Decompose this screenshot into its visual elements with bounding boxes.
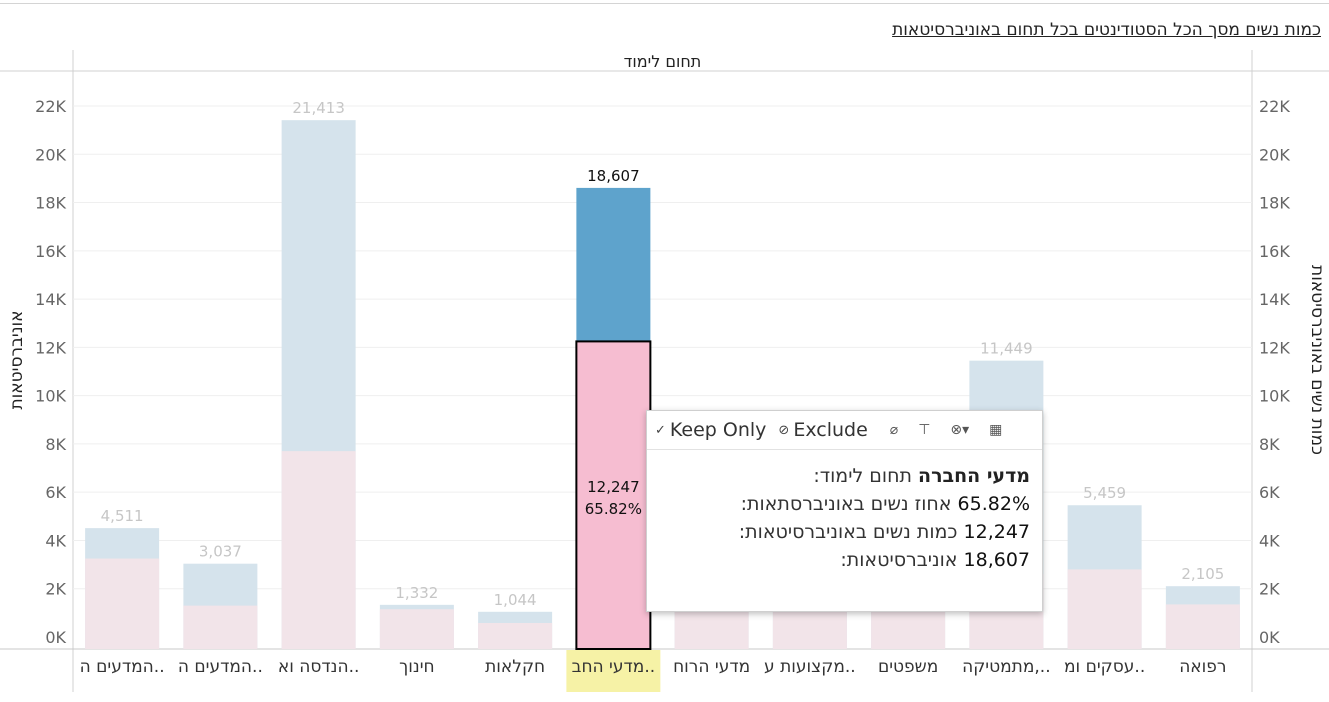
x-tick-label[interactable]: משפטים	[878, 657, 938, 677]
keep-only-label: Keep Only	[669, 419, 767, 441]
data-label-total: 1,332	[395, 584, 438, 602]
y-tick-left: 20K	[35, 145, 66, 164]
y-axis-title-left[interactable]: אוניברסיטאות	[7, 310, 27, 409]
tooltip-women-label: כמות נשים באוניברסיטאות:	[738, 521, 958, 543]
keep-only-button[interactable]: ✓ Keep Only	[655, 419, 766, 441]
exclude-button[interactable]: ⊘ Exclude	[778, 419, 867, 441]
y-tick-left: 16K	[35, 242, 66, 261]
data-label-total: 3,037	[199, 543, 242, 561]
y-tick-left: 6K	[45, 483, 66, 502]
data-label-women: 12,247	[587, 478, 640, 496]
y-tick-right: 16K	[1259, 242, 1290, 261]
top-divider	[0, 3, 1329, 4]
x-tick-label[interactable]: מקצועות ע..	[764, 657, 856, 677]
check-icon: ✓	[655, 422, 666, 438]
x-tick-label[interactable]: הנדסה וא..	[278, 657, 360, 677]
tooltip-women-value: 12,247	[963, 521, 1030, 543]
tooltip-toolbar: ✓ Keep Only ⊘ Exclude ⌀ ⊤ ⊗▾ ▦	[647, 411, 1042, 450]
y-tick-left: 0K	[45, 628, 66, 647]
bar-women[interactable]	[1165, 604, 1240, 649]
tooltip-row-field: מדעי החברה תחום לימוד:	[647, 462, 1030, 490]
y-tick-left: 8K	[45, 435, 66, 454]
bar-women[interactable]	[1067, 569, 1142, 649]
y-tick-right: 6K	[1259, 483, 1280, 502]
y-tick-right: 20K	[1259, 145, 1290, 164]
tooltip-body: מדעי החברה תחום לימוד: 65.82% אחוז נשים …	[647, 450, 1042, 574]
x-tick-label[interactable]: מתמטיקה,..	[962, 657, 1050, 677]
tooltip-total-value: 18,607	[963, 549, 1030, 571]
y-tick-right: 4K	[1259, 531, 1280, 550]
exclude-icon: ⊘	[778, 422, 790, 438]
tooltip-pct-value: 65.82%	[957, 493, 1030, 515]
bar-women[interactable]	[85, 558, 160, 649]
tooltip-pct-label: אחוז נשים באוניברסתאות:	[740, 493, 952, 515]
tooltip: ✓ Keep Only ⊘ Exclude ⌀ ⊤ ⊗▾ ▦ מדעי החבר…	[646, 410, 1043, 612]
x-tick-label[interactable]: מדעי הרוח	[673, 657, 750, 677]
y-tick-right: 14K	[1259, 290, 1290, 309]
bar-women[interactable]	[183, 605, 258, 649]
bar-women[interactable]	[379, 609, 454, 649]
data-label-total: 5,459	[1083, 484, 1126, 502]
data-label-total: 2,105	[1181, 565, 1224, 583]
tooltip-row-women: 12,247 כמות נשים באוניברסיטאות:	[647, 518, 1030, 546]
tooltip-row-pct: 65.82% אחוז נשים באוניברסתאות:	[647, 490, 1030, 518]
y-tick-left: 12K	[35, 338, 66, 357]
x-tick-label[interactable]: עסקים ומ..	[1064, 657, 1145, 677]
y-tick-left: 4K	[45, 531, 66, 550]
tooltip-row-total: 18,607 אוניברסיטאות:	[647, 546, 1030, 574]
x-tick-label[interactable]: רפואה	[1179, 657, 1226, 677]
tooltip-field-value: מדעי החברה	[918, 465, 1030, 487]
x-tick-label[interactable]: המדעים ה..	[178, 657, 263, 677]
y-tick-left: 10K	[35, 387, 66, 406]
y-tick-left: 14K	[35, 290, 66, 309]
data-label-percent: 65.82%	[585, 500, 642, 518]
category-highlight	[566, 650, 661, 692]
data-label-total: 1,044	[494, 591, 537, 609]
x-tick-label[interactable]: חינוך	[399, 657, 434, 677]
y-tick-left: 22K	[35, 97, 66, 116]
y-tick-right: 2K	[1259, 580, 1280, 599]
data-label-total: 4,511	[101, 507, 144, 525]
exclude-label: Exclude	[793, 419, 868, 441]
x-tick-label[interactable]: מדעי החב..	[572, 657, 656, 677]
y-tick-right: 0K	[1259, 628, 1280, 647]
paperclip-icon[interactable]: ⌀	[889, 422, 899, 438]
y-axis-title-right[interactable]: כמות נשים באוניברסיטאות	[1307, 265, 1327, 455]
paint-roller-icon[interactable]: ⊤	[918, 422, 931, 438]
y-tick-left: 2K	[45, 580, 66, 599]
bar-women[interactable]	[281, 451, 356, 649]
column-header[interactable]: תחום לימוד	[624, 52, 702, 71]
y-tick-right: 10K	[1259, 387, 1290, 406]
y-tick-right: 22K	[1259, 97, 1290, 116]
bar-women[interactable]	[575, 340, 652, 650]
bar-women[interactable]	[478, 623, 553, 649]
tooltip-total-label: אוניברסיטאות:	[840, 549, 958, 571]
data-label-total: 18,607	[587, 167, 640, 185]
view-data-icon[interactable]: ▦	[989, 422, 1003, 438]
data-label-total: 21,413	[292, 99, 345, 117]
x-tick-label[interactable]: חקלאות	[485, 657, 545, 677]
tooltip-field-label: תחום לימוד:	[813, 465, 912, 487]
data-label-total: 11,449	[980, 340, 1033, 358]
y-tick-left: 18K	[35, 194, 66, 213]
group-members-icon[interactable]: ⊗▾	[950, 422, 970, 438]
y-tick-right: 18K	[1259, 194, 1290, 213]
y-tick-right: 8K	[1259, 435, 1280, 454]
x-tick-label[interactable]: המדעים ה..	[80, 657, 165, 677]
chart-title[interactable]: כמות נשים מסך הכל הסטודינטים בכל תחום בא…	[892, 20, 1321, 40]
y-tick-right: 12K	[1259, 338, 1290, 357]
